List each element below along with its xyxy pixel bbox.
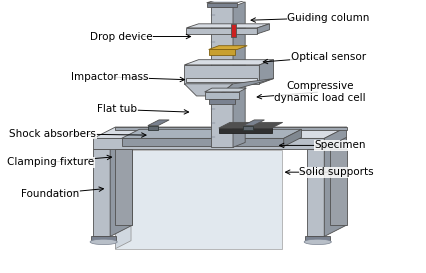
Polygon shape xyxy=(147,120,169,126)
Bar xyxy=(208,99,234,103)
Bar xyxy=(218,128,271,133)
Bar xyxy=(121,138,283,147)
Bar xyxy=(115,150,281,249)
Text: Optical sensor: Optical sensor xyxy=(290,52,365,62)
Polygon shape xyxy=(233,2,245,147)
Text: Specimen: Specimen xyxy=(314,140,366,150)
Polygon shape xyxy=(283,129,301,147)
Bar xyxy=(206,3,236,7)
Polygon shape xyxy=(110,137,132,236)
Text: Solid supports: Solid supports xyxy=(298,167,373,177)
Bar xyxy=(147,126,158,130)
Polygon shape xyxy=(121,129,301,138)
Polygon shape xyxy=(206,0,249,3)
Bar xyxy=(230,24,235,37)
Polygon shape xyxy=(184,60,273,65)
Bar xyxy=(242,126,253,130)
Text: Shock absorbers: Shock absorbers xyxy=(9,129,96,139)
Polygon shape xyxy=(323,137,346,236)
Polygon shape xyxy=(115,127,346,130)
Text: Compressive
dynamic load cell: Compressive dynamic load cell xyxy=(274,81,365,103)
Polygon shape xyxy=(93,127,346,138)
Polygon shape xyxy=(186,24,269,28)
Polygon shape xyxy=(204,88,246,92)
Bar xyxy=(93,138,323,149)
Bar xyxy=(186,28,257,34)
Bar xyxy=(184,65,259,84)
Bar xyxy=(329,149,346,225)
Polygon shape xyxy=(257,24,269,34)
Polygon shape xyxy=(184,84,233,96)
Text: Drop device: Drop device xyxy=(90,31,153,41)
Ellipse shape xyxy=(303,239,331,245)
Polygon shape xyxy=(217,79,273,96)
Polygon shape xyxy=(218,122,282,128)
Text: Flat tub: Flat tub xyxy=(97,105,137,114)
Text: Foundation: Foundation xyxy=(21,189,80,199)
Bar xyxy=(210,7,233,147)
Bar xyxy=(91,236,116,241)
Bar xyxy=(204,92,239,99)
Polygon shape xyxy=(115,142,131,249)
Bar xyxy=(93,149,110,236)
Polygon shape xyxy=(208,46,247,49)
Bar xyxy=(306,149,323,236)
Polygon shape xyxy=(259,60,273,84)
Text: Clamping fixture: Clamping fixture xyxy=(7,157,94,167)
Bar xyxy=(186,78,257,82)
Bar xyxy=(208,49,234,55)
Bar xyxy=(305,236,330,241)
Text: Guiding column: Guiding column xyxy=(286,13,368,23)
Bar xyxy=(115,149,132,225)
Ellipse shape xyxy=(90,239,117,245)
Text: Impactor mass: Impactor mass xyxy=(70,72,148,82)
Polygon shape xyxy=(323,127,346,149)
Polygon shape xyxy=(242,120,264,126)
